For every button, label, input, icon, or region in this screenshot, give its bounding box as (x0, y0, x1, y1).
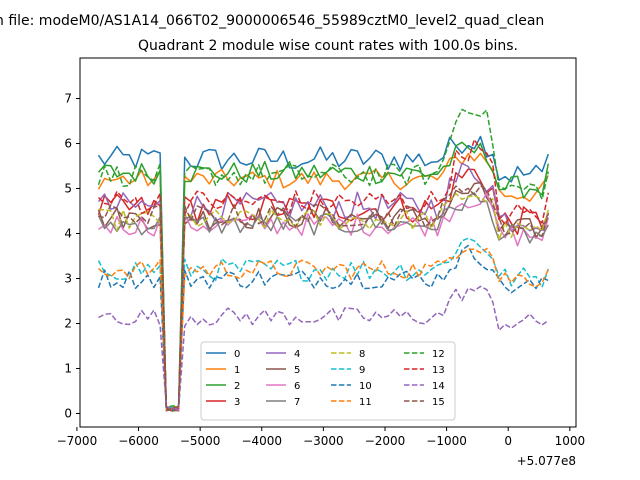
x-tick-label: −2000 (365, 434, 406, 448)
series-10-line (97, 244, 549, 412)
x-tick-label: −6000 (118, 434, 159, 448)
legend-label-5: 5 (294, 365, 300, 376)
axes-frame (79, 57, 577, 428)
x-tick-label: −5000 (180, 434, 221, 448)
legend-label-3: 3 (234, 397, 240, 408)
x-tick-label: −4000 (241, 434, 282, 448)
legend-label-1: 1 (234, 365, 240, 376)
x-tick-label: 1000 (555, 434, 586, 448)
y-tick-label: 2 (64, 317, 72, 331)
x-tick-label: −3000 (303, 434, 344, 448)
y-axis: 0 1 2 3 4 5 6 7 (64, 92, 80, 421)
legend-label-8: 8 (359, 349, 365, 360)
y-tick-label: 6 (64, 137, 72, 151)
y-tick-label: 0 (64, 407, 72, 421)
x-tick-label: −1000 (426, 434, 467, 448)
series-12-line (97, 108, 550, 408)
y-tick-label: 4 (64, 227, 72, 241)
series-9-line (97, 237, 550, 411)
series-14-line (98, 285, 549, 410)
x-axis: −7000 −6000 −5000 −4000 −3000 −2000 −1000 0 1000 (57, 427, 585, 448)
series-11-line (97, 247, 549, 411)
series-15-line (98, 185, 550, 412)
legend-label-6: 6 (294, 381, 300, 392)
legend-label-4: 4 (294, 349, 300, 360)
legend-label-9: 9 (359, 365, 365, 376)
legend-label-7: 7 (294, 397, 300, 408)
legend-label-12: 12 (432, 349, 445, 360)
legend-box (200, 341, 456, 421)
plot-lines (97, 108, 550, 412)
legend-label-0: 0 (234, 349, 240, 360)
x-tick-label: 0 (504, 434, 512, 448)
x-offset-label: +5.077e8 (517, 454, 576, 468)
legend-label-14: 14 (432, 381, 445, 392)
legend-label-15: 15 (432, 397, 445, 408)
legend-label-10: 10 (359, 381, 372, 392)
y-tick-label: 1 (64, 362, 72, 376)
y-tick-label: 5 (64, 182, 72, 196)
series-13-line (97, 138, 550, 412)
legend-label-13: 13 (432, 365, 445, 376)
figure-suptitle: n file: modeM0/AS1A14_066T02_9000006546_… (0, 13, 544, 29)
y-tick-label: 3 (64, 272, 72, 286)
x-tick-label: −7000 (57, 434, 98, 448)
chart-title: Quadrant 2 module wise count rates with … (138, 38, 518, 54)
legend-label-11: 11 (359, 397, 372, 408)
legend-label-2: 2 (234, 381, 240, 392)
y-tick-label: 7 (64, 92, 72, 106)
